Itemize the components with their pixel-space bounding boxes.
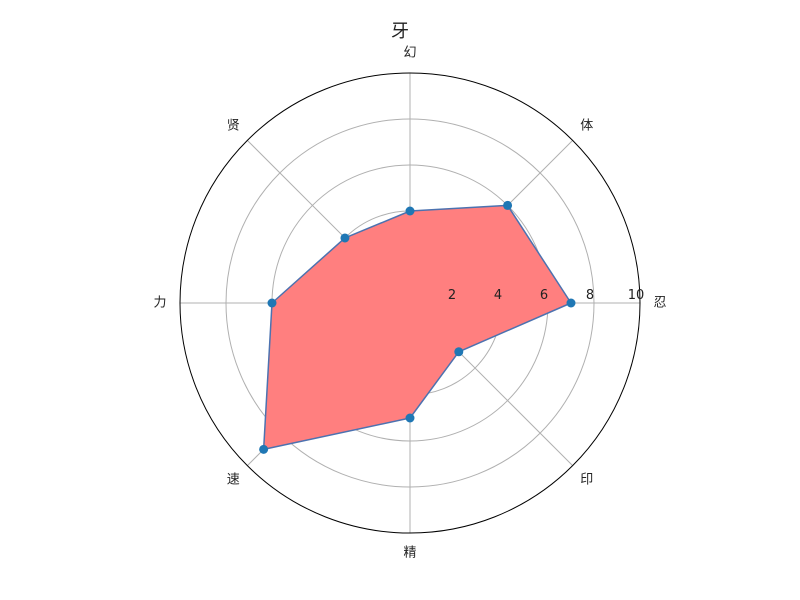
- category-label: 贤: [227, 119, 240, 134]
- r-tick-label: 10: [628, 288, 645, 303]
- data-point: [454, 347, 464, 357]
- r-tick-label: 8: [586, 288, 594, 303]
- data-point: [340, 233, 350, 243]
- data-point: [267, 298, 277, 308]
- category-label: 速: [227, 472, 240, 487]
- category-label: 幻: [403, 46, 416, 61]
- data-layer: [259, 200, 576, 454]
- category-label: 忍: [653, 296, 666, 311]
- outer-frame: [179, 72, 641, 534]
- r-tick-label: 2: [448, 288, 456, 303]
- category-label: 印: [580, 472, 593, 487]
- data-point: [566, 298, 576, 308]
- data-point: [405, 206, 415, 216]
- r-tick-label: 4: [494, 288, 502, 303]
- category-label: 精: [403, 546, 416, 561]
- series-area: [262, 204, 572, 451]
- category-label: 力: [153, 296, 166, 311]
- data-point: [405, 413, 415, 423]
- r-tick-label: 6: [540, 288, 548, 303]
- data-point: [503, 200, 513, 210]
- data-point: [259, 444, 269, 454]
- category-label: 体: [580, 119, 593, 134]
- chart-title: 牙: [391, 21, 409, 42]
